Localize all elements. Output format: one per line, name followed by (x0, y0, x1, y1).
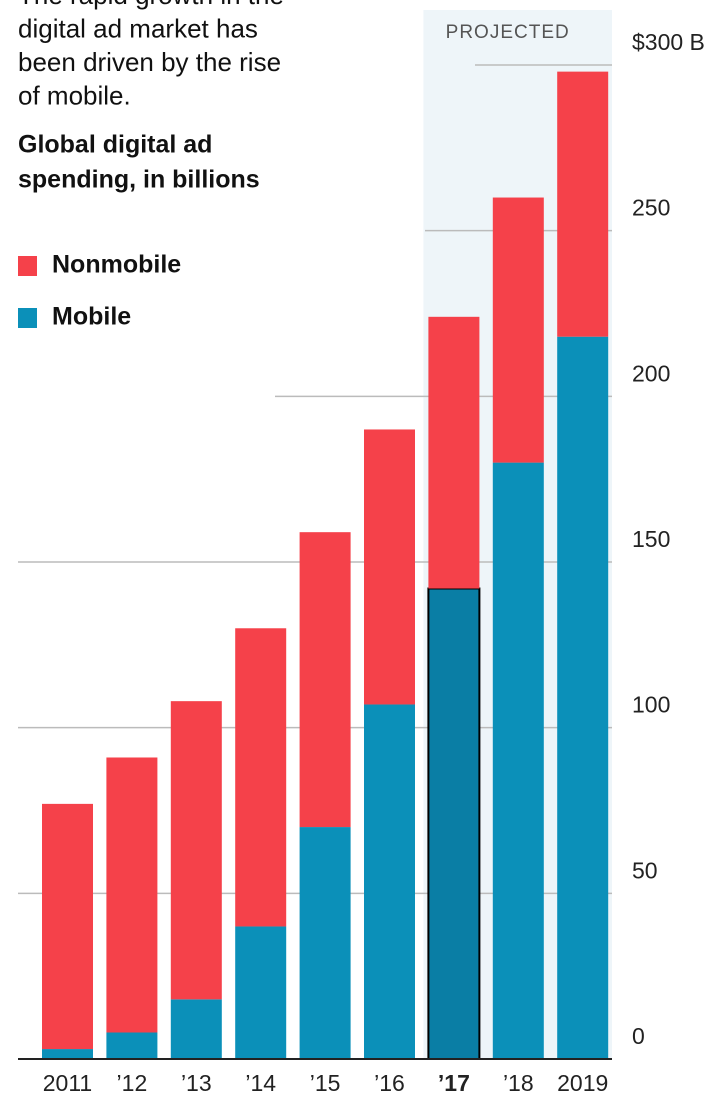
legend-swatch (18, 308, 37, 328)
legend-label: Mobile (52, 303, 131, 331)
y-tick-label: 200 (632, 360, 670, 386)
subtitle: Global digital ad (18, 131, 212, 159)
bar (235, 926, 287, 1059)
y-tick-label: $300 B (632, 29, 705, 55)
y-tick-label: 100 (632, 692, 670, 718)
bar (170, 999, 222, 1059)
x-tick-label: ’16 (374, 1070, 405, 1096)
bar (42, 1049, 93, 1059)
x-tick-label: ’17 (438, 1070, 470, 1096)
subtitle: spending, in billions (18, 166, 260, 194)
bar (492, 462, 544, 1060)
x-tick-label: 2019 (557, 1070, 608, 1096)
legend-swatch (18, 256, 37, 276)
x-tick-label: ’18 (503, 1070, 534, 1096)
bar (364, 429, 415, 705)
projected-label: PROJECTED (446, 22, 570, 43)
bar (492, 197, 544, 463)
bar (557, 336, 609, 1059)
y-tick-label: 50 (632, 857, 658, 883)
intro-text: of mobile. (18, 80, 131, 110)
x-tick-label: ’15 (310, 1070, 341, 1096)
intro-text: The rapid growth in the (18, 0, 284, 10)
x-tick-label: ’14 (245, 1070, 276, 1096)
bar (106, 757, 158, 1033)
x-tick-label: ’12 (117, 1070, 148, 1096)
bar (299, 827, 351, 1059)
bar (106, 1032, 158, 1059)
y-tick-label: 0 (632, 1023, 645, 1049)
bar (170, 701, 222, 1000)
bar (364, 704, 415, 1059)
bar (427, 587, 481, 1060)
bar (42, 803, 93, 1050)
x-tick-label: 2011 (43, 1070, 92, 1096)
x-tick-label: ’13 (181, 1070, 212, 1096)
intro-text: been driven by the rise (18, 47, 281, 77)
bar (235, 628, 287, 927)
bar (299, 532, 351, 828)
y-tick-label: 150 (632, 526, 670, 552)
bar (557, 71, 609, 337)
intro-text: digital ad market has (18, 13, 258, 43)
legend-label: Nonmobile (52, 251, 181, 279)
y-tick-label: 250 (632, 195, 670, 221)
bar (428, 316, 480, 589)
